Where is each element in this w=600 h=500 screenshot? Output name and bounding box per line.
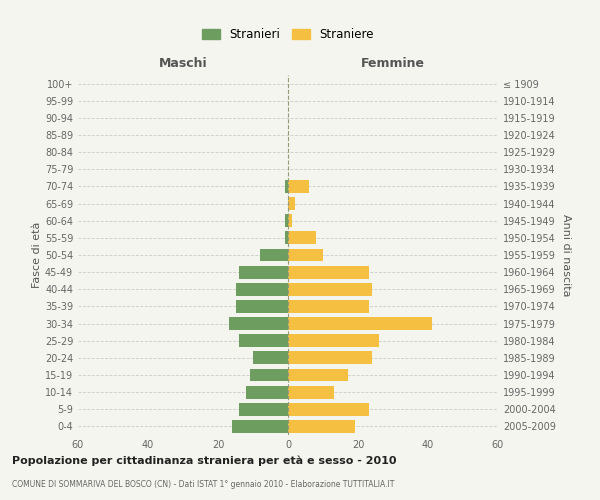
Bar <box>288 248 323 262</box>
Bar <box>284 180 288 193</box>
Bar <box>232 420 288 433</box>
Bar <box>288 352 372 364</box>
Text: Popolazione per cittadinanza straniera per età e sesso - 2010: Popolazione per cittadinanza straniera p… <box>12 455 397 466</box>
Bar <box>229 317 288 330</box>
Bar <box>288 266 368 278</box>
Bar <box>288 368 347 382</box>
Y-axis label: Fasce di età: Fasce di età <box>32 222 42 288</box>
Bar <box>250 368 288 382</box>
Text: COMUNE DI SOMMARIVA DEL BOSCO (CN) - Dati ISTAT 1° gennaio 2010 - Elaborazione T: COMUNE DI SOMMARIVA DEL BOSCO (CN) - Dat… <box>12 480 394 489</box>
Bar <box>284 214 288 227</box>
Bar <box>288 317 431 330</box>
Bar <box>253 352 288 364</box>
Bar <box>239 334 288 347</box>
Bar <box>288 283 372 296</box>
Bar <box>288 180 309 193</box>
Legend: Stranieri, Straniere: Stranieri, Straniere <box>197 24 379 46</box>
Bar <box>235 283 288 296</box>
Text: Maschi: Maschi <box>158 57 208 70</box>
Bar <box>288 232 316 244</box>
Bar <box>246 386 288 398</box>
Y-axis label: Anni di nascita: Anni di nascita <box>561 214 571 296</box>
Bar <box>288 403 368 415</box>
Bar <box>288 214 292 227</box>
Bar <box>288 300 368 313</box>
Bar <box>260 248 288 262</box>
Text: Femmine: Femmine <box>361 57 425 70</box>
Bar <box>288 197 295 210</box>
Bar <box>239 403 288 415</box>
Bar <box>288 334 379 347</box>
Bar <box>288 386 334 398</box>
Bar <box>239 266 288 278</box>
Bar <box>235 300 288 313</box>
Bar <box>288 420 355 433</box>
Bar <box>284 232 288 244</box>
